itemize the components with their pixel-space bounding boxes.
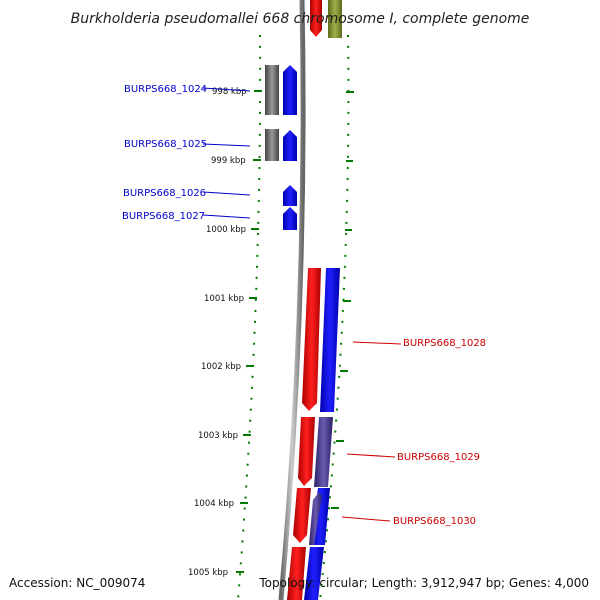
ruler-label: 1001 kbp	[204, 294, 244, 304]
gene-label[interactable]: BURPS668_1026	[123, 188, 206, 199]
topology-summary: Topology: circular; Length: 3,912,947 bp…	[258, 576, 589, 590]
forward-strand-feature	[283, 65, 297, 115]
ruler-label: 1003 kbp	[198, 431, 238, 441]
reverse-strand-feature	[293, 488, 311, 543]
grey-feature	[265, 129, 279, 161]
accession-text: Accession: NC_009074	[9, 576, 145, 590]
genome-backbone	[278, 0, 306, 600]
ruler-label: 999 kbp	[211, 156, 246, 166]
ruler-label: 1005 kbp	[188, 568, 228, 578]
ruler-labels: 998 kbp 999 kbp 1000 kbp 1001 kbp 1002 k…	[188, 87, 247, 578]
grey-feature	[265, 65, 279, 115]
reverse-strand-feature	[298, 417, 315, 486]
purple-feature	[309, 492, 322, 545]
gene-label[interactable]: BURPS668_1024	[124, 84, 207, 95]
ruler-label: 998 kbp	[212, 87, 247, 97]
ruler-label: 1004 kbp	[194, 499, 234, 509]
forward-strand-feature	[283, 185, 297, 206]
ruler-ticks	[236, 90, 262, 573]
gene-label[interactable]: BURPS668_1025	[124, 139, 207, 150]
gene-label[interactable]: BURPS668_1027	[122, 211, 205, 222]
gene-label[interactable]: BURPS668_1030	[393, 516, 476, 527]
reverse-strand-feature	[302, 268, 321, 411]
gene-label[interactable]: BURPS668_1029	[397, 452, 480, 463]
ruler-label: 1000 kbp	[206, 225, 246, 235]
gene-labels: BURPS668_1024 BURPS668_1025 BURPS668_102…	[122, 84, 486, 527]
leader-lines	[202, 87, 402, 522]
gc-track-inner	[237, 34, 262, 600]
forward-strand-feature	[320, 268, 340, 412]
reverse-strand-feature	[287, 547, 306, 600]
gc-outer-dashes	[331, 91, 354, 509]
olive-feature	[328, 0, 342, 38]
forward-strand-feature	[283, 207, 297, 230]
gene-label[interactable]: BURPS668_1028	[403, 338, 486, 349]
purple-feature	[314, 417, 333, 487]
map-title: Burkholderia pseudomallei 668 chromosome…	[71, 11, 530, 27]
forward-strand-feature	[283, 130, 297, 161]
forward-strand-feature	[304, 547, 324, 600]
reverse-strand-feature	[310, 0, 322, 37]
ruler-label: 1002 kbp	[201, 362, 241, 372]
